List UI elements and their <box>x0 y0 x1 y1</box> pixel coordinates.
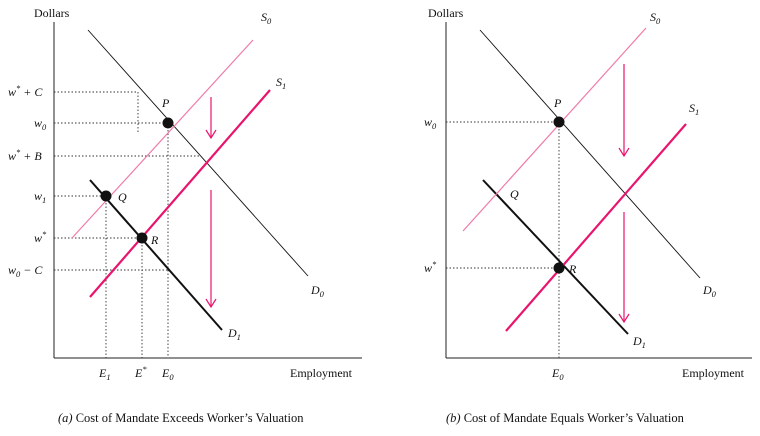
panel-a-ytick-w1: w1 <box>34 189 46 205</box>
panel-a-label-s0: S0 <box>261 10 272 26</box>
panel-a-ytick-w0-minus-c: w0 − C <box>8 263 43 279</box>
panel-b-shift-arrow-lower <box>618 212 630 324</box>
panel-b-xtick-e0: E0 <box>551 366 564 382</box>
panel-a-ytick-w-star: w* <box>34 229 47 245</box>
panel-b-demand-d0 <box>479 29 701 279</box>
panel-b-caption: (b) Cost of Mandate Equals Worker’s Valu… <box>446 411 685 425</box>
panel-b-label-q: Q <box>510 187 519 201</box>
panel-a-demand-d1 <box>89 179 223 331</box>
panel-a-shift-arrow-lower <box>205 190 217 309</box>
panel-a-label-p: P <box>161 96 170 110</box>
panel-a-xtick-e-star: E* <box>134 364 147 380</box>
panel-a-point-q <box>100 190 112 202</box>
panel-b-ytick-w-star: w* <box>424 259 437 275</box>
panel-a-x-axis-title: Employment <box>290 366 353 380</box>
panel-a-demand-d0 <box>87 29 309 277</box>
panel-b-x-axis-title: Employment <box>682 366 745 380</box>
panel-b-label-s1: S1 <box>689 101 699 117</box>
panel-a-supply-s0 <box>71 39 254 239</box>
panel-b-y-axis-title: Dollars <box>428 6 464 20</box>
panel-b-label-r: R <box>568 262 577 276</box>
panel-a-label-s1: S1 <box>276 75 286 91</box>
panel-b: Dollars Employment S0 S1 D0 D1 P Q R w0 … <box>424 6 752 425</box>
panel-a-point-r <box>136 232 148 244</box>
panel-b-label-d1: D1 <box>632 334 646 350</box>
panel-a-point-p <box>162 117 174 129</box>
panel-a-shift-arrow-upper <box>205 97 217 140</box>
panel-a-xtick-e1: E1 <box>98 366 111 382</box>
panel-b-ytick-w0: w0 <box>424 115 437 131</box>
panel-b-label-p: P <box>553 96 562 110</box>
panel-a-y-axis-title: Dollars <box>34 6 70 20</box>
panel-a-supply-s1 <box>89 89 271 298</box>
panel-b-demand-d1 <box>482 179 629 335</box>
panel-a-guide-lines <box>54 91 200 358</box>
panel-a-ytick-w0: w0 <box>34 116 47 132</box>
panel-b-point-r <box>553 262 565 274</box>
panel-b-shift-arrow-upper <box>618 64 630 158</box>
panel-a-label-d0: D0 <box>310 283 325 299</box>
panel-a-ytick-w-star-plus-b: w* + B <box>8 147 42 163</box>
panel-b-supply-s1 <box>505 123 687 332</box>
panel-b-label-s0: S0 <box>650 10 661 26</box>
panel-a-ytick-w-star-plus-c: w* + C <box>8 83 43 99</box>
panel-a: Dollars Employment S0 S1 D0 D1 P Q R w* … <box>8 6 362 425</box>
panel-b-supply-s0 <box>462 27 647 232</box>
panel-a-label-q: Q <box>118 190 127 204</box>
panel-b-point-p <box>553 116 565 128</box>
panel-a-caption: (a) Cost of Mandate Exceeds Worker’s Val… <box>58 411 304 425</box>
panel-a-label-r: R <box>150 233 159 247</box>
panel-a-xtick-e0: E0 <box>161 366 174 382</box>
panel-b-guide-lines <box>446 121 560 358</box>
panel-b-label-d0: D0 <box>702 283 717 299</box>
panel-a-label-d1: D1 <box>227 326 241 342</box>
